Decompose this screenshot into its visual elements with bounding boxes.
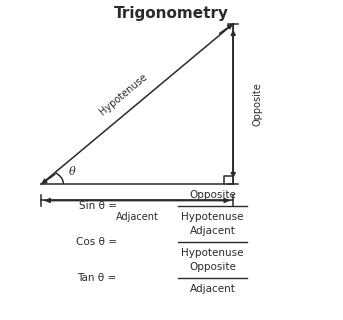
Text: Cos θ =: Cos θ = [76, 237, 120, 247]
Text: alamy - 2JGN303: alamy - 2JGN303 [130, 303, 213, 314]
Text: Opposite: Opposite [252, 82, 262, 126]
Text: Trigonometry: Trigonometry [114, 6, 229, 21]
Text: Hypotenuse: Hypotenuse [98, 71, 150, 117]
Text: Sin θ =: Sin θ = [79, 201, 120, 212]
Text: Hypotenuse: Hypotenuse [181, 248, 244, 258]
Text: Adjacent: Adjacent [190, 284, 236, 293]
Text: Opposite: Opposite [189, 190, 236, 200]
Text: Adjacent: Adjacent [116, 212, 158, 222]
Text: Hypotenuse: Hypotenuse [181, 212, 244, 222]
Text: Adjacent: Adjacent [190, 226, 236, 236]
Text: Tan θ =: Tan θ = [78, 273, 120, 283]
Text: θ: θ [69, 167, 75, 177]
Text: Opposite: Opposite [189, 262, 236, 272]
